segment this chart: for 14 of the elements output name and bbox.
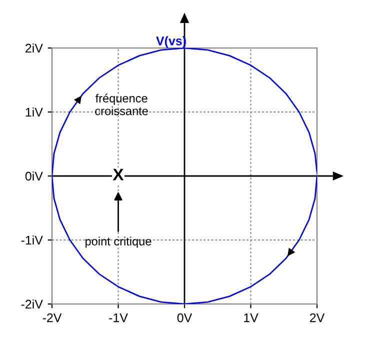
x-tick-label: -2V [42, 313, 62, 322]
x-tick-label: 2V [310, 313, 325, 322]
y-tick-label: 0iV [25, 171, 43, 181]
y-tick-label: 1iV [26, 107, 43, 117]
annotation: X [112, 168, 124, 180]
y-tick-label: -2iV [21, 299, 43, 309]
line-series [52, 48, 317, 304]
y-tick-label: -1iV [21, 235, 43, 245]
x-tick-label: -1V [109, 313, 128, 322]
x-tick-label: 0V [177, 313, 192, 322]
annotation: point critique [86, 236, 152, 248]
annotation: fréquence croissante [95, 94, 148, 116]
x-tick-label: 1V [244, 313, 258, 322]
y-tick-label: 2iV [26, 43, 43, 53]
